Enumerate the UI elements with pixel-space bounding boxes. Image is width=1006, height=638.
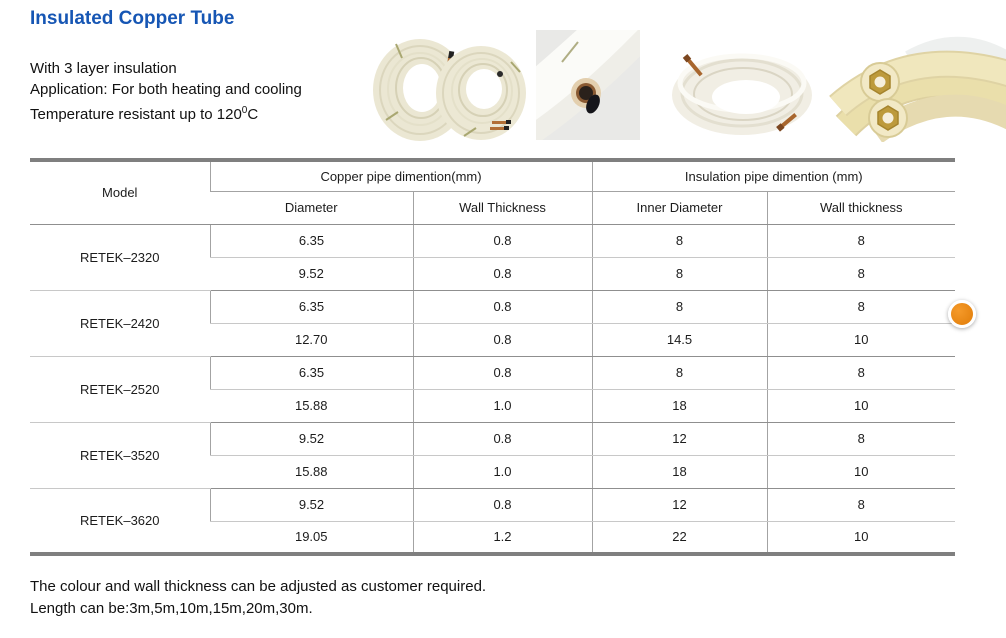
col-group-insulation: Insulation pipe dimention (mm) <box>591 160 955 192</box>
model-cell: RETEK–3520 <box>30 422 210 489</box>
cell-wall-thickness: 0.8 <box>412 257 592 291</box>
cell-inner-diameter: 8 <box>591 290 767 324</box>
cell-insulation-wall: 8 <box>766 356 955 390</box>
cell-wall-thickness: 0.8 <box>412 323 592 357</box>
col-header-wall-thickness: Wall Thickness <box>412 191 592 225</box>
foam-tubes-image <box>829 36 1006 144</box>
cell-inner-diameter: 18 <box>591 455 767 489</box>
cell-wall-thickness: 0.8 <box>412 290 592 324</box>
table-row: 15.88 1.0 18 10 <box>30 455 955 489</box>
cell-diameter: 9.52 <box>209 488 413 522</box>
product-photo-coil-pair <box>368 28 528 147</box>
coil-pair-image <box>373 39 526 141</box>
col-group-copper: Copper pipe dimention(mm) <box>209 160 592 192</box>
cell-wall-thickness: 0.8 <box>412 224 592 258</box>
intro-line-temperature: Temperature resistant up to 1200C <box>30 105 259 123</box>
table-row: RETEK–3620 9.52 0.8 12 8 <box>30 488 955 555</box>
cell-insulation-wall: 8 <box>766 257 955 291</box>
table-row: 15.88 1.0 18 10 <box>30 389 955 423</box>
page-title: Insulated Copper Tube <box>30 8 235 29</box>
model-cell: RETEK–2420 <box>30 290 210 357</box>
cell-inner-diameter: 8 <box>591 356 767 390</box>
cell-diameter: 6.35 <box>209 356 413 390</box>
col-header-model: Model <box>30 160 210 225</box>
cell-wall-thickness: 0.8 <box>412 488 592 522</box>
cell-insulation-wall: 10 <box>766 389 955 423</box>
table-row: 19.05 1.2 22 10 <box>30 521 955 555</box>
cell-wall-thickness: 0.8 <box>412 422 592 456</box>
model-cell: RETEK–3620 <box>30 488 210 555</box>
table-row: 12.70 0.8 14.5 10 <box>30 323 955 357</box>
table-row: RETEK–2320 6.35 0.8 8 8 <box>30 224 955 291</box>
cell-diameter: 15.88 <box>210 455 413 489</box>
cell-diameter: 9.52 <box>209 422 413 456</box>
table-row: 9.52 0.8 8 8 <box>30 257 955 291</box>
intro-line-insulation: With 3 layer insulation <box>30 60 177 77</box>
coil-closeup-image <box>492 0 656 153</box>
col-header-diameter: Diameter <box>210 191 413 225</box>
table-row: RETEK–3520 9.52 0.8 12 8 <box>30 422 955 489</box>
intro-text: With 3 layer insulation Application: For… <box>30 58 302 125</box>
cell-diameter: 12.70 <box>210 323 413 357</box>
cell-insulation-wall: 10 <box>766 521 955 555</box>
flat-coil-image <box>672 53 812 135</box>
cell-inner-diameter: 14.5 <box>591 323 767 357</box>
cell-wall-thickness: 1.0 <box>412 455 592 489</box>
cell-diameter: 9.52 <box>210 257 413 291</box>
model-cell: RETEK–2320 <box>30 224 210 291</box>
col-header-inner-diameter: Inner Diameter <box>591 191 767 225</box>
footer-notes: The colour and wall thickness can be adj… <box>30 576 486 620</box>
cell-diameter: 6.35 <box>209 224 413 258</box>
product-photo-foam-tubes <box>816 26 1006 147</box>
cell-insulation-wall: 8 <box>766 488 955 522</box>
note-length-options: Length can be:3m,5m,10m,15m,20m,30m. <box>30 600 313 617</box>
cell-wall-thickness: 0.8 <box>412 356 592 390</box>
cell-diameter: 19.05 <box>210 521 413 555</box>
cell-insulation-wall: 8 <box>766 422 955 456</box>
cell-inner-diameter: 12 <box>591 422 767 456</box>
cell-insulation-wall: 8 <box>766 290 955 324</box>
cell-diameter: 6.35 <box>209 290 413 324</box>
cell-wall-thickness: 1.0 <box>412 389 592 423</box>
cell-inner-diameter: 8 <box>591 257 767 291</box>
note-colour-thickness: The colour and wall thickness can be adj… <box>30 578 487 595</box>
model-cell: RETEK–2520 <box>30 356 210 423</box>
intro-line-application: Application: For both heating and coolin… <box>30 81 302 98</box>
cell-inner-diameter: 18 <box>591 389 767 423</box>
product-photo-flat-coil <box>666 33 816 143</box>
cell-inner-diameter: 22 <box>591 521 767 555</box>
cell-wall-thickness: 1.2 <box>412 521 592 555</box>
spec-table: Model Copper pipe dimention(mm) Insulati… <box>30 158 955 556</box>
cell-inner-diameter: 8 <box>591 224 767 258</box>
cell-insulation-wall: 8 <box>766 224 955 258</box>
table-row: RETEK–2520 6.35 0.8 8 8 <box>30 356 955 423</box>
cell-insulation-wall: 10 <box>766 323 955 357</box>
product-photo-coil-closeup <box>492 0 656 153</box>
cell-diameter: 15.88 <box>210 389 413 423</box>
col-header-insulation-wall-thickness: Wall thickness <box>766 191 955 225</box>
cell-inner-diameter: 12 <box>591 488 767 522</box>
table-row: RETEK–2420 6.35 0.8 8 8 <box>30 290 955 357</box>
cell-insulation-wall: 10 <box>766 455 955 489</box>
floating-widget-button[interactable] <box>948 300 976 328</box>
